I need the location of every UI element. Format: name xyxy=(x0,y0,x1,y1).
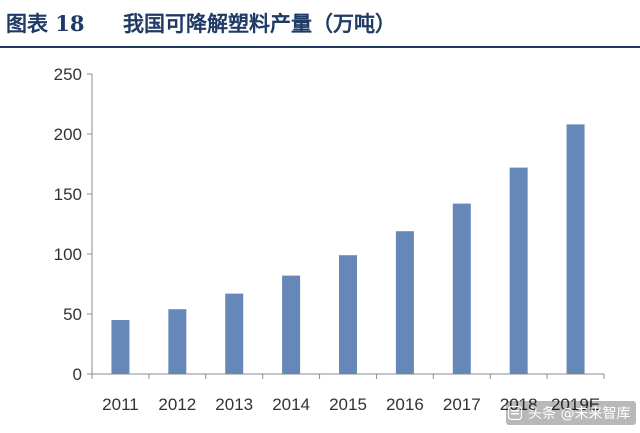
x-tick-label: 2017 xyxy=(443,395,481,414)
bar xyxy=(111,320,130,374)
y-tick-label: 100 xyxy=(54,245,82,264)
bar xyxy=(452,203,471,374)
title-bar: 图表 18 我国可降解塑料产量（万吨） xyxy=(0,0,640,48)
bar xyxy=(566,124,585,375)
x-tick-label: 2018 xyxy=(500,395,538,414)
x-tick-label: 2013 xyxy=(215,395,253,414)
x-tick-label: 2012 xyxy=(158,395,196,414)
x-tick-label: 2019E xyxy=(551,395,600,414)
y-tick-label: 50 xyxy=(63,305,82,324)
bar xyxy=(339,255,357,374)
watermark: 头条 @未来智库 xyxy=(506,401,637,425)
x-tick-label: 2015 xyxy=(329,395,367,414)
y-tick-label: 0 xyxy=(73,365,82,384)
watermark-text: 头条 @未来智库 xyxy=(528,406,631,422)
x-tick-label: 2014 xyxy=(272,395,310,414)
chart-bars xyxy=(111,124,585,375)
y-axis-ticks: 0 50 100 150 200 250 xyxy=(54,65,92,384)
y-tick-label: 200 xyxy=(54,125,82,144)
x-tick-label: 2011 xyxy=(102,395,139,414)
bar xyxy=(168,309,187,374)
x-tick-label: 2016 xyxy=(386,395,424,414)
bar xyxy=(509,167,528,374)
bar xyxy=(395,231,414,374)
y-tick-label: 250 xyxy=(54,65,82,84)
bar xyxy=(225,293,244,374)
figure-label: 图表 18 xyxy=(6,11,85,36)
y-tick-label: 150 xyxy=(54,185,82,204)
bar xyxy=(282,275,301,374)
chart-title: 我国可降解塑料产量（万吨） xyxy=(123,11,396,36)
x-axis-ticks: 2011 2012 2013 2014 2015 2016 2017 2018 2019E xyxy=(91,374,605,414)
toutiao-logo-icon xyxy=(508,406,522,420)
